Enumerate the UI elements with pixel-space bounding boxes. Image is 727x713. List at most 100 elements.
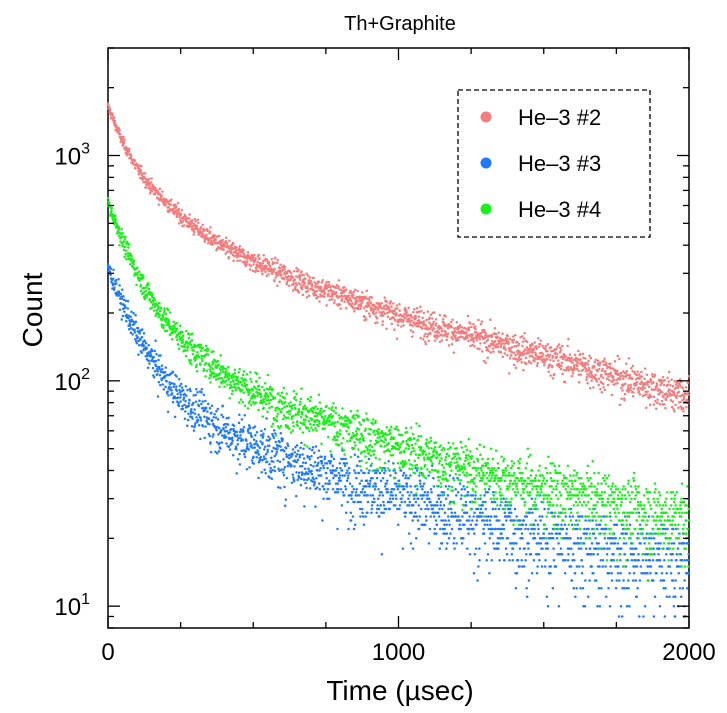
data-point [613,359,617,363]
data-point [177,222,181,225]
data-point [242,252,246,256]
data-point [384,507,388,511]
data-point [278,440,281,444]
data-point [193,230,196,234]
data-point [232,380,235,383]
data-point [482,519,486,522]
data-point [383,296,387,299]
data-point [330,453,333,456]
data-point [251,446,254,450]
data-point [266,373,270,377]
data-point [384,469,387,472]
data-point [682,409,685,413]
data-point [402,471,406,475]
data-point [385,433,389,437]
data-point [672,542,676,545]
data-point [178,391,182,394]
data-point [293,396,297,399]
data-point [494,527,498,531]
data-point [192,349,195,352]
data-point [549,374,552,377]
data-point [384,438,387,442]
data-point [522,337,526,340]
data-point [353,417,357,420]
data-point [306,472,310,476]
data-point [313,451,316,454]
data-point [553,515,556,518]
data-point [346,474,350,477]
data-point [210,411,213,415]
data-point [147,177,151,181]
data-point [262,253,265,257]
data-point [336,430,339,434]
data-point [631,377,634,381]
data-point [235,430,239,434]
data-point [252,393,255,396]
data-point [469,344,472,348]
data-point [158,367,161,371]
data-point [313,420,317,424]
data-point [257,408,260,412]
data-point [467,326,471,329]
data-point [129,331,133,335]
data-point [601,376,605,379]
data-point [283,400,287,404]
data-point [445,547,448,550]
data-point [240,388,244,392]
data-point [158,314,161,317]
data-point [283,504,287,508]
data-point [410,491,413,494]
data-point [195,416,198,419]
data-point [321,485,325,488]
data-point [549,565,552,568]
data-point [267,261,271,264]
data-point [209,370,213,373]
data-point [250,459,254,462]
data-point [398,504,402,507]
data-point [365,485,368,488]
data-point [320,442,323,445]
data-point [184,410,187,413]
data-point [513,532,516,535]
data-point [445,523,448,526]
data-point [533,527,536,531]
data-point [463,326,467,330]
data-point [514,366,518,369]
data-point [369,479,372,483]
data-point [127,254,130,258]
data-point [400,325,403,328]
data-point [600,373,603,377]
data-point [283,268,286,271]
data-point [178,388,181,392]
data-point [240,418,244,421]
data-point [256,260,259,264]
data-point [239,437,243,440]
data-point [276,412,280,415]
data-point [647,385,651,389]
data-point [175,206,178,209]
data-point [284,447,288,450]
data-point [531,343,534,347]
data-point [297,268,300,271]
data-point [370,507,374,511]
data-point [605,364,608,367]
data-point [295,392,298,396]
data-point [618,579,621,582]
data-point [245,439,248,442]
data-point [450,342,454,346]
data-point [274,432,277,435]
data-point [203,436,206,440]
data-point [490,500,494,504]
data-point [175,336,178,339]
data-point [525,340,529,344]
data-point [248,268,252,271]
data-point [573,571,577,575]
data-point [274,409,277,412]
data-point [237,251,240,255]
data-point [390,305,393,308]
data-point [395,313,398,317]
data-point [238,430,242,434]
data-point [614,587,618,590]
data-point [198,229,202,232]
data-point [532,349,535,352]
